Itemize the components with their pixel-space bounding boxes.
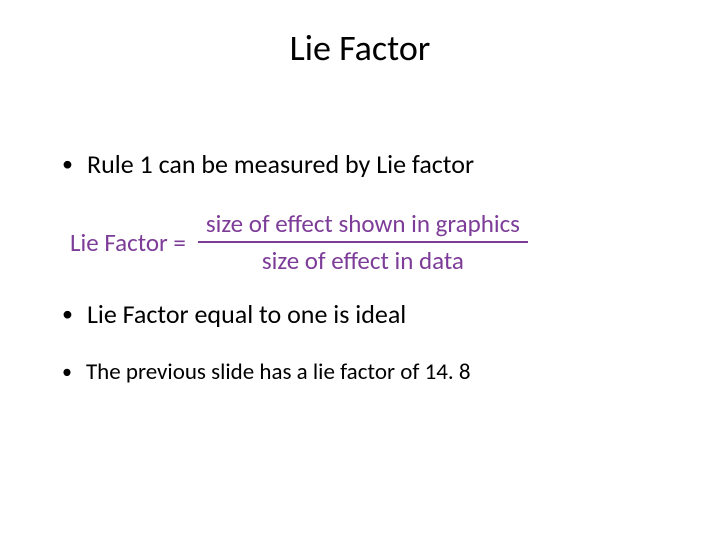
- bullet-marker-icon: •: [62, 358, 72, 386]
- bullet-text: The previous slide has a lie factor of 1…: [86, 358, 471, 386]
- bullet-marker-icon: •: [62, 298, 73, 330]
- formula-lhs: Lie Factor =: [70, 227, 186, 258]
- formula-denominator: size of effect in data: [254, 243, 472, 276]
- bullet-item-1: • Rule 1 can be measured by Lie factor: [62, 148, 680, 180]
- bullet-item-2: • Lie Factor equal to one is ideal: [62, 298, 680, 330]
- slide-title: Lie Factor: [0, 0, 720, 70]
- bullet-text: Rule 1 can be measured by Lie factor: [87, 148, 474, 180]
- bullet-marker-icon: •: [62, 148, 73, 180]
- slide-content: • Rule 1 can be measured by Lie factor L…: [0, 70, 720, 386]
- bullet-item-3: • The previous slide has a lie factor of…: [62, 358, 680, 386]
- formula-fraction: size of effect shown in graphics size of…: [198, 208, 528, 276]
- formula-numerator: size of effect shown in graphics: [198, 208, 528, 241]
- lie-factor-formula: Lie Factor = size of effect shown in gra…: [70, 208, 680, 276]
- bullet-text: Lie Factor equal to one is ideal: [87, 298, 406, 330]
